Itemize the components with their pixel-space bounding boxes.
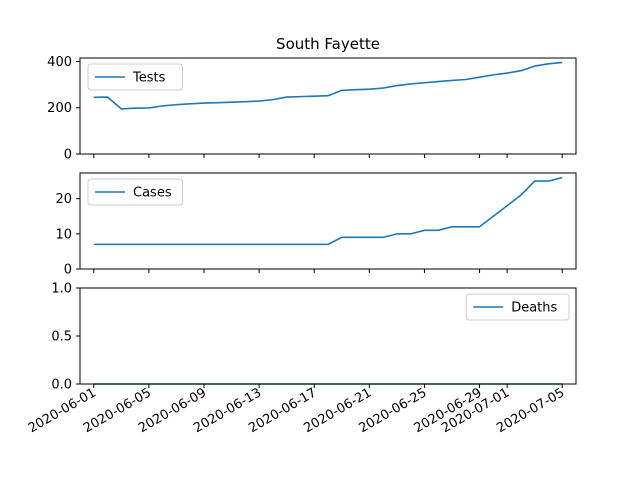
y-tick-label: 400	[47, 55, 72, 70]
y-tick-label: 0.0	[51, 378, 72, 393]
legend-label: Tests	[132, 71, 166, 86]
y-tick-label: 20	[55, 192, 72, 207]
panels: 0 200 400 Tests 0 10 20 Cases 0.0 0.5 1.0 Deaths	[47, 55, 577, 393]
panel-cases: 0 10 20 Cases	[55, 172, 577, 278]
panel-tests: 0 200 400 Tests	[47, 55, 577, 163]
panel-deaths: 0.0 0.5 1.0 Deaths	[51, 282, 577, 393]
legend: Deaths	[465, 293, 570, 321]
legend-box	[87, 63, 183, 91]
legend: Cases	[87, 178, 183, 206]
legend-box	[87, 178, 183, 206]
legend-label: Deaths	[511, 301, 557, 316]
y-tick-label: 1.0	[51, 282, 72, 297]
y-tick-label: 0.5	[51, 330, 72, 345]
y-tick-label: 10	[55, 227, 72, 242]
legend: Tests	[87, 63, 183, 91]
chart-title: South Fayette	[276, 35, 380, 53]
legend-label: Cases	[133, 186, 172, 201]
y-tick-label: 0	[64, 263, 72, 278]
y-tick-label: 0	[64, 148, 72, 163]
legend-box	[465, 293, 570, 321]
y-tick-label: 200	[47, 101, 72, 116]
axes-frame	[79, 172, 577, 270]
x-axis: 2020-06-012020-06-052020-06-092020-06-13…	[26, 385, 567, 436]
axes-frame	[79, 57, 577, 155]
